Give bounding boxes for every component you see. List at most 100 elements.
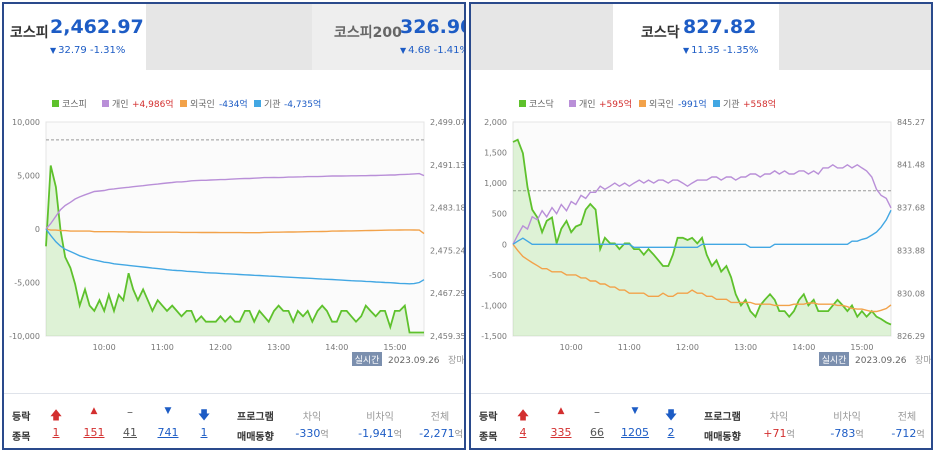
- header-filler: [779, 4, 931, 70]
- y-left-tick: -1,500: [481, 332, 507, 341]
- y-right-tick: 2,475.24: [430, 246, 464, 255]
- session-status: 장마감: [448, 354, 464, 366]
- breadth-label: 등락: [479, 412, 498, 423]
- legend-value: +558억: [743, 98, 776, 110]
- legend-swatch: [102, 100, 109, 107]
- series-line-개인: [512, 163, 892, 245]
- down-icon: ▼: [164, 406, 172, 416]
- legend-swatch: [52, 100, 59, 107]
- limit-down-count[interactable]: 1: [200, 426, 208, 439]
- arbitrage-value: -330억: [277, 427, 347, 440]
- index-name: 코스닥: [641, 25, 680, 41]
- legend-label: 개인: [579, 99, 596, 110]
- program-label: 프로그램: [704, 412, 741, 423]
- unit: 억: [393, 430, 402, 440]
- stocks-label: 종목: [12, 432, 31, 443]
- y-left-tick: -10,000: [9, 332, 40, 341]
- total-head: 전체: [430, 412, 450, 423]
- arbitrage-amount: -330: [295, 427, 321, 440]
- y-right-tick: 837.68: [897, 204, 925, 213]
- series-line-기관: [45, 228, 425, 285]
- x-tick: 11:00: [618, 343, 641, 352]
- legend-swatch: [713, 100, 720, 107]
- total-value: -2,271억: [406, 427, 464, 440]
- kosdaq-chart: 코스닥 개인 +595억 외국인 -991억 기관 +558억 2,000 1,500 1,000…: [471, 90, 931, 390]
- up-count[interactable]: 335: [550, 426, 572, 439]
- y-left-tick: 0: [502, 240, 507, 249]
- legend-swatch: [180, 100, 187, 107]
- non-arbitrage-amount: -1,941: [358, 427, 394, 440]
- index-value: 827.82: [683, 16, 757, 38]
- flat-count[interactable]: 66: [590, 426, 604, 439]
- y-left-tick: 1,500: [484, 149, 507, 158]
- y-right-tick: 2,467.29: [430, 289, 464, 298]
- y-right-tick: 830.08: [897, 289, 925, 298]
- y-left-tick: -5,000: [14, 279, 40, 288]
- limit-up-icon: 🡅: [49, 408, 63, 422]
- non-arbitrage-head: 비차익: [366, 412, 394, 423]
- y-right-tick: 826.29: [897, 332, 925, 341]
- change-points: 11.35: [691, 45, 720, 56]
- x-tick: 12:00: [676, 343, 699, 352]
- header-filler: [146, 4, 312, 70]
- limit-down-icon: 🡇: [664, 408, 678, 422]
- program-trend-label: 매매동향: [704, 432, 741, 443]
- market-breadth-section: 등락 종목 🡅 1 ▲ 151 – 41 ▼ 741 🡇 1 프로그램 매매동향…: [4, 393, 464, 448]
- plot-area: [512, 121, 892, 337]
- y-left-tick: -500: [489, 271, 507, 280]
- session-status: 장마감: [915, 354, 931, 366]
- plot-area: [45, 121, 425, 337]
- x-tick: 13:00: [267, 343, 290, 352]
- down-icon: ▼: [631, 406, 639, 416]
- y-left-tick: -1,000: [481, 301, 507, 310]
- down-count[interactable]: 1205: [621, 426, 649, 439]
- up-icon: ▲: [90, 406, 98, 416]
- x-tick: 10:00: [560, 343, 583, 352]
- kospi200-tab[interactable]: 코스피200 326.90 ▼ 4.68 -1.41%: [312, 4, 464, 70]
- up-count[interactable]: 151: [83, 426, 105, 439]
- down-triangle-icon: ▼: [400, 46, 407, 55]
- flat-icon: –: [594, 405, 600, 419]
- change-points: 32.79: [58, 45, 87, 56]
- x-tick: 13:00: [734, 343, 757, 352]
- total-amount: -2,271: [419, 427, 455, 440]
- legend-value: -4,735억: [284, 98, 321, 110]
- unit: 억: [855, 430, 864, 440]
- change-percent: -1.31%: [89, 45, 126, 56]
- program-trend-label: 매매동향: [237, 432, 274, 443]
- arbitrage-amount: +71: [763, 427, 787, 440]
- y-right-tick: 841.48: [897, 161, 925, 170]
- chart-date: 2023.09.26: [855, 356, 907, 366]
- limit-up-count[interactable]: 1: [52, 426, 60, 439]
- down-count[interactable]: 741: [157, 426, 179, 439]
- legend-label: 외국인: [649, 98, 674, 110]
- y-left-tick: 2,000: [484, 118, 507, 127]
- flat-count[interactable]: 41: [123, 426, 137, 439]
- series-line-외국인: [45, 228, 425, 235]
- unit: 억: [916, 430, 925, 440]
- legend-label: 기관: [723, 99, 740, 110]
- y-right-tick: 833.88: [897, 246, 925, 255]
- x-tick: 10:00: [93, 343, 116, 352]
- limit-down-icon: 🡇: [197, 408, 211, 422]
- kosdaq-chart-svg: 코스닥 개인 +595억 외국인 -991억 기관 +558억 2,000 1,500 1,000…: [481, 98, 931, 366]
- realtime-badge: [352, 352, 382, 366]
- realtime-label: 실시간: [355, 355, 380, 366]
- legend-label: 코스피: [62, 99, 87, 110]
- unit: 억: [786, 430, 795, 440]
- total-value: -712억: [873, 427, 931, 440]
- arbitrage-head: 차익: [769, 412, 789, 423]
- limit-down-count[interactable]: 2: [667, 426, 675, 439]
- y-left-tick: 0: [35, 225, 40, 234]
- y-right-tick: 845.27: [897, 118, 925, 127]
- series-line-코스피: [45, 165, 424, 334]
- legend-value: -991억: [678, 98, 707, 110]
- change-percent: -1.35%: [722, 45, 759, 56]
- legend-label: 외국인: [190, 98, 215, 110]
- unit: 억: [320, 430, 329, 440]
- y-left-tick: 500: [492, 210, 507, 219]
- down-triangle-icon: ▼: [683, 46, 690, 55]
- limit-up-count[interactable]: 4: [519, 426, 527, 439]
- index-change: ▼ 4.68 -1.41%: [400, 45, 464, 56]
- index-name: 코스피200: [334, 25, 402, 41]
